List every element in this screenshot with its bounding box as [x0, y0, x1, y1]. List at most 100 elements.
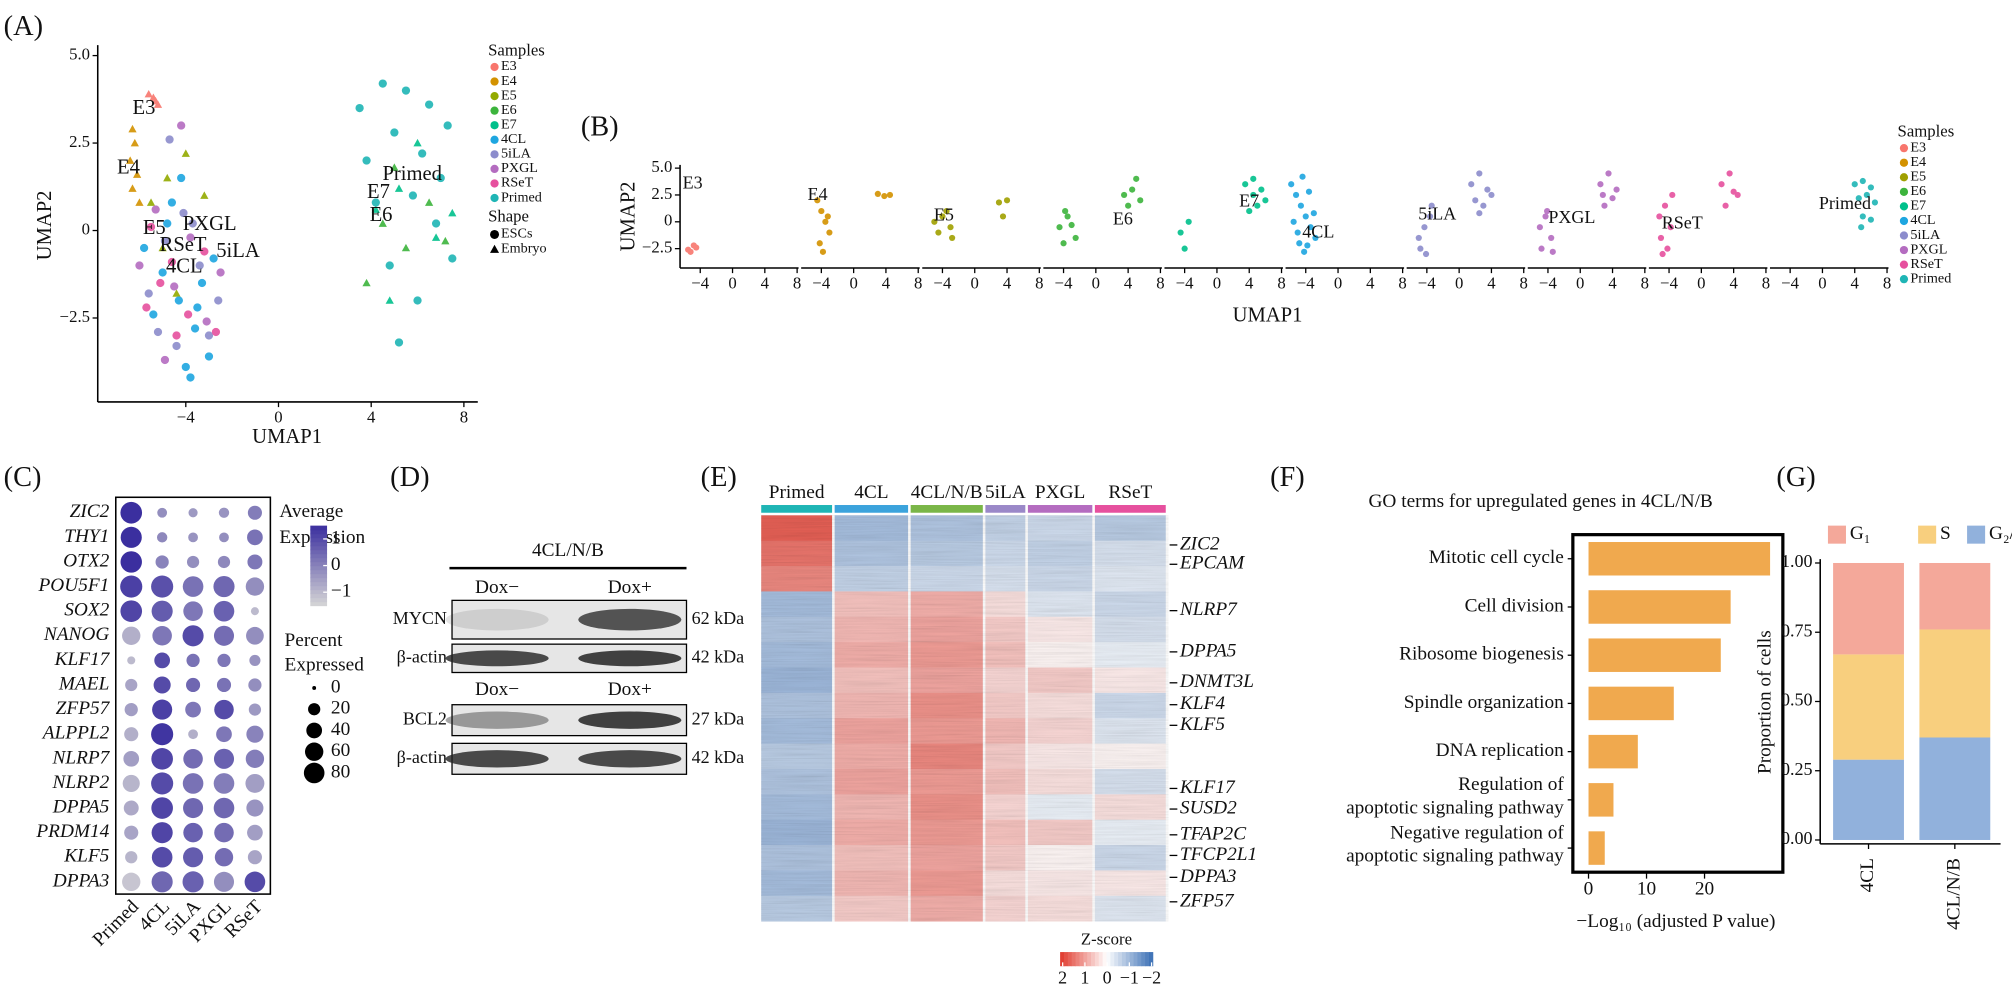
point	[1297, 202, 1304, 209]
point	[202, 317, 211, 326]
point	[1542, 213, 1549, 220]
group-bar	[910, 505, 983, 513]
heat-texture	[761, 515, 1169, 922]
blot-row-label: β-actin	[397, 646, 447, 666]
point	[197, 278, 207, 288]
point	[181, 362, 190, 372]
x-tick-label: 4	[1729, 274, 1738, 293]
category-label: Negative regulation of	[1390, 822, 1564, 843]
colorbar-step	[310, 597, 328, 603]
colorbar-step	[1087, 952, 1092, 967]
gene-label: NLRP2	[51, 772, 109, 793]
point	[1536, 224, 1543, 231]
legend-label: PXGL	[501, 160, 538, 176]
x-tick-label: 8	[1156, 274, 1164, 293]
point	[1421, 224, 1428, 231]
blot-size-label: 62 kDa	[692, 608, 745, 628]
legend-title: Expressed	[285, 654, 365, 675]
dot	[151, 748, 173, 770]
y-axis-title: Proportion of cells	[1755, 630, 1776, 774]
x-tick-label: −4	[1539, 274, 1557, 293]
legend-label: 4CL	[1910, 212, 1935, 228]
dot	[247, 850, 262, 865]
point	[413, 138, 422, 147]
dot	[120, 551, 142, 573]
legend-swatch	[1967, 525, 1986, 544]
colorbar-step	[1094, 952, 1100, 967]
point	[999, 213, 1007, 220]
point	[1302, 213, 1309, 220]
point	[1426, 213, 1434, 220]
point	[1304, 242, 1311, 249]
panel-label: (A)	[4, 11, 43, 42]
point	[146, 198, 156, 206]
dot	[123, 800, 139, 816]
colorbar-step	[1114, 952, 1119, 967]
x-tick-label: −4	[1660, 274, 1678, 293]
point	[448, 208, 457, 217]
point	[172, 289, 181, 297]
legend-swatch	[490, 135, 499, 144]
dot	[120, 526, 142, 548]
gene-label: SUSD2	[1180, 797, 1237, 818]
legend-label: 5iLA	[501, 146, 532, 162]
point	[385, 261, 394, 270]
point	[401, 243, 411, 252]
point	[1250, 175, 1257, 182]
dot	[247, 554, 263, 570]
point	[1428, 202, 1435, 209]
dot	[213, 871, 235, 892]
dot	[155, 555, 169, 569]
facet-label: Primed	[1819, 193, 1871, 213]
point	[181, 149, 190, 157]
x-tick-label: −4	[1418, 274, 1436, 293]
blot-band	[445, 650, 549, 667]
x-tick-label: 4	[1003, 274, 1012, 293]
colorbar-step	[310, 569, 328, 575]
point	[1605, 170, 1612, 177]
dot	[183, 847, 204, 868]
dot	[157, 507, 168, 518]
dot	[216, 677, 232, 693]
legend-swatch	[1899, 173, 1909, 182]
legend-swatch	[490, 150, 499, 159]
x-tick-label: 0	[1584, 879, 1594, 900]
point	[1597, 181, 1604, 188]
blot-size-label: 42 kDa	[692, 646, 745, 666]
bar-segment	[1833, 759, 1904, 840]
point	[188, 219, 197, 228]
gene-label: DPPA3	[52, 870, 110, 891]
point	[158, 268, 167, 277]
colorbar-label: −1	[331, 581, 352, 602]
point	[165, 135, 174, 144]
point	[390, 163, 399, 171]
size-label: 0	[331, 676, 341, 697]
y-tick-label: 0	[82, 219, 90, 238]
colorbar-step	[1067, 952, 1073, 967]
point	[378, 79, 387, 88]
point	[687, 248, 694, 255]
legend-label: E3	[501, 58, 517, 74]
colorbar-step	[1079, 952, 1084, 967]
legend-swatch	[1918, 525, 1937, 544]
group-label: PXGL	[1035, 482, 1085, 503]
gene-label: DPPA5	[52, 796, 110, 817]
legend-label: E6	[1910, 183, 1926, 199]
gene-label: NLRP7	[1179, 599, 1238, 620]
point	[1417, 245, 1424, 252]
dot	[120, 575, 143, 598]
point	[1867, 184, 1874, 191]
point	[1296, 240, 1303, 247]
colorbar-step	[1083, 952, 1088, 967]
annotation: E7	[367, 181, 390, 203]
point	[172, 341, 181, 351]
bar	[1588, 831, 1605, 865]
point	[443, 121, 452, 130]
x-tick-label: 4	[882, 274, 891, 293]
colorbar-step	[1071, 952, 1076, 967]
point	[818, 207, 825, 215]
point	[1003, 197, 1011, 204]
legend-swatch	[1899, 187, 1909, 196]
colorbar-step	[1125, 952, 1131, 967]
point	[431, 219, 441, 228]
